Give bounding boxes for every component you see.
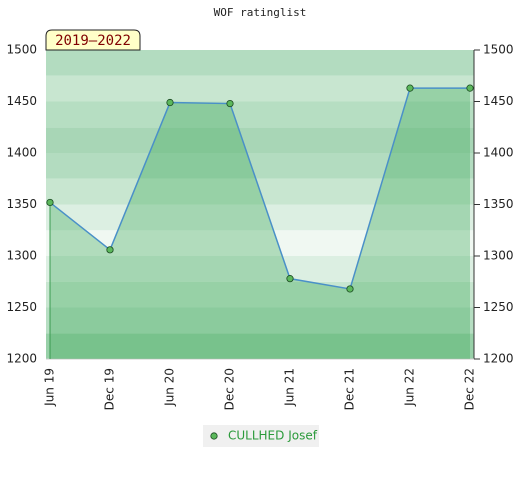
y2-tick-label: 1350 (483, 197, 514, 211)
band (46, 127, 474, 153)
background-bands (46, 50, 474, 359)
legend-box (203, 425, 319, 447)
y2-tick-label: 1200 (483, 352, 514, 366)
area (50, 88, 470, 360)
line (49, 87, 470, 290)
band (46, 75, 474, 102)
band (46, 333, 474, 359)
y-tick-label: 1300 (6, 249, 37, 263)
band (46, 307, 474, 334)
y-tick-label: 1200 (6, 352, 37, 366)
badge: 2019–2022 (55, 33, 131, 49)
y-tick-label: 1250 (6, 300, 37, 314)
y-tick-label: 1350 (6, 197, 37, 211)
x-tick-label: Jun 21 (283, 368, 297, 407)
band (46, 50, 474, 76)
y2-tick-label: 1450 (483, 94, 514, 108)
x-tick-label: Jun 20 (163, 368, 177, 407)
point (46, 198, 54, 207)
band (46, 281, 474, 308)
x-tick-label: Jun 22 (403, 368, 417, 407)
point (406, 84, 414, 92)
y-tick-label: 1500 (6, 43, 37, 57)
y2-tick-label: 1250 (483, 300, 514, 314)
legend-label: CULLHED Josef (228, 429, 318, 443)
y-tick-label: 1400 (6, 146, 37, 160)
y2-tick-label: 1400 (483, 146, 514, 160)
point (106, 246, 114, 254)
point (166, 98, 174, 107)
y2-tick-label: 1300 (483, 249, 514, 263)
badge-box (45, 29, 141, 51)
point (466, 84, 474, 92)
point (346, 285, 354, 293)
legend-marker (210, 432, 218, 440)
point (226, 99, 234, 108)
band (46, 230, 474, 256)
band (46, 204, 474, 231)
x-tick-label: Dec 21 (343, 368, 357, 410)
y-tick-label: 1450 (6, 94, 37, 108)
y2-tick-label: 1500 (483, 43, 514, 57)
x-tick-label: Jun 19 (43, 368, 57, 407)
band (46, 256, 474, 282)
chart-title: WOF ratinglist (214, 6, 307, 19)
x-tick-label: Dec 20 (223, 368, 237, 410)
x-tick-label: Dec 19 (103, 368, 117, 410)
point (286, 275, 294, 283)
x-tick-label: Dec 22 (463, 368, 477, 410)
band (46, 153, 474, 179)
